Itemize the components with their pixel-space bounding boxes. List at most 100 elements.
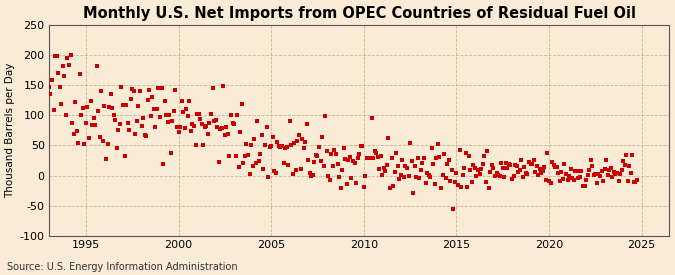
Point — [579, 184, 590, 188]
Point — [301, 121, 312, 126]
Point — [62, 56, 73, 60]
Point — [47, 78, 57, 82]
Point — [199, 125, 210, 130]
Point — [74, 72, 85, 76]
Point — [428, 162, 439, 166]
Point — [255, 152, 266, 156]
Point — [615, 172, 626, 176]
Point — [202, 132, 213, 136]
Point — [323, 174, 333, 178]
Point — [352, 155, 363, 160]
Point — [246, 143, 256, 148]
Point — [510, 162, 520, 167]
Point — [542, 151, 553, 155]
Point — [507, 177, 518, 181]
Point — [333, 175, 344, 179]
Point — [271, 171, 281, 175]
Point — [551, 164, 562, 169]
Point — [423, 173, 434, 177]
Y-axis label: Thousand Barrels per Day: Thousand Barrels per Day — [5, 63, 16, 198]
Point — [535, 167, 545, 171]
Point — [175, 125, 186, 129]
Point — [452, 183, 463, 187]
Point — [59, 73, 70, 78]
Point — [57, 64, 68, 68]
Point — [188, 123, 199, 128]
Point — [547, 160, 558, 164]
Point — [312, 154, 323, 159]
Point — [310, 153, 321, 157]
Point — [422, 171, 433, 175]
Point — [130, 132, 140, 136]
Point — [381, 163, 392, 167]
Point — [304, 171, 315, 175]
Point — [298, 146, 309, 150]
Point — [608, 170, 619, 174]
Point — [543, 179, 554, 183]
Point — [502, 166, 513, 170]
Point — [84, 136, 95, 140]
Point — [108, 113, 119, 117]
Point — [466, 180, 477, 184]
Point — [327, 164, 338, 168]
Point — [585, 158, 596, 162]
Point — [403, 174, 414, 179]
Point — [65, 53, 76, 58]
Point — [522, 171, 533, 176]
Point — [198, 143, 209, 147]
Point — [116, 85, 127, 89]
Point — [479, 154, 489, 158]
Point — [556, 170, 567, 174]
Point — [238, 161, 249, 165]
Point — [383, 136, 394, 140]
Point — [148, 107, 159, 111]
Point — [627, 152, 638, 157]
Point — [284, 119, 295, 123]
Point — [429, 182, 440, 187]
Point — [514, 168, 525, 173]
Point — [170, 88, 181, 93]
Point — [292, 139, 303, 143]
Point — [111, 146, 122, 150]
Point — [385, 186, 396, 191]
Point — [618, 159, 628, 163]
Point — [394, 177, 405, 182]
Point — [591, 180, 602, 185]
Point — [278, 161, 289, 166]
Point — [605, 165, 616, 170]
Point — [584, 168, 595, 173]
Point — [524, 160, 535, 164]
Point — [134, 89, 145, 93]
Point — [443, 158, 454, 163]
Point — [264, 144, 275, 149]
Point — [531, 164, 542, 168]
Point — [616, 167, 627, 172]
Point — [63, 63, 74, 67]
Point — [113, 128, 124, 132]
Point — [471, 174, 482, 178]
Point — [269, 169, 279, 174]
Point — [513, 169, 524, 174]
Point — [597, 179, 608, 183]
Point — [56, 102, 67, 106]
Point — [235, 130, 246, 134]
Point — [207, 86, 218, 90]
Point — [105, 92, 116, 96]
Point — [85, 99, 96, 103]
Point — [68, 131, 79, 136]
Point — [97, 139, 108, 143]
Point — [67, 120, 78, 125]
Point — [141, 134, 152, 139]
Point — [346, 176, 357, 180]
Point — [215, 126, 225, 131]
Point — [144, 88, 155, 93]
Point — [325, 178, 335, 182]
Point — [505, 163, 516, 168]
Point — [266, 143, 277, 148]
Point — [354, 152, 364, 156]
Point — [221, 125, 232, 129]
Point — [147, 95, 158, 99]
Point — [61, 113, 72, 117]
Point — [93, 109, 104, 113]
Point — [554, 178, 565, 183]
